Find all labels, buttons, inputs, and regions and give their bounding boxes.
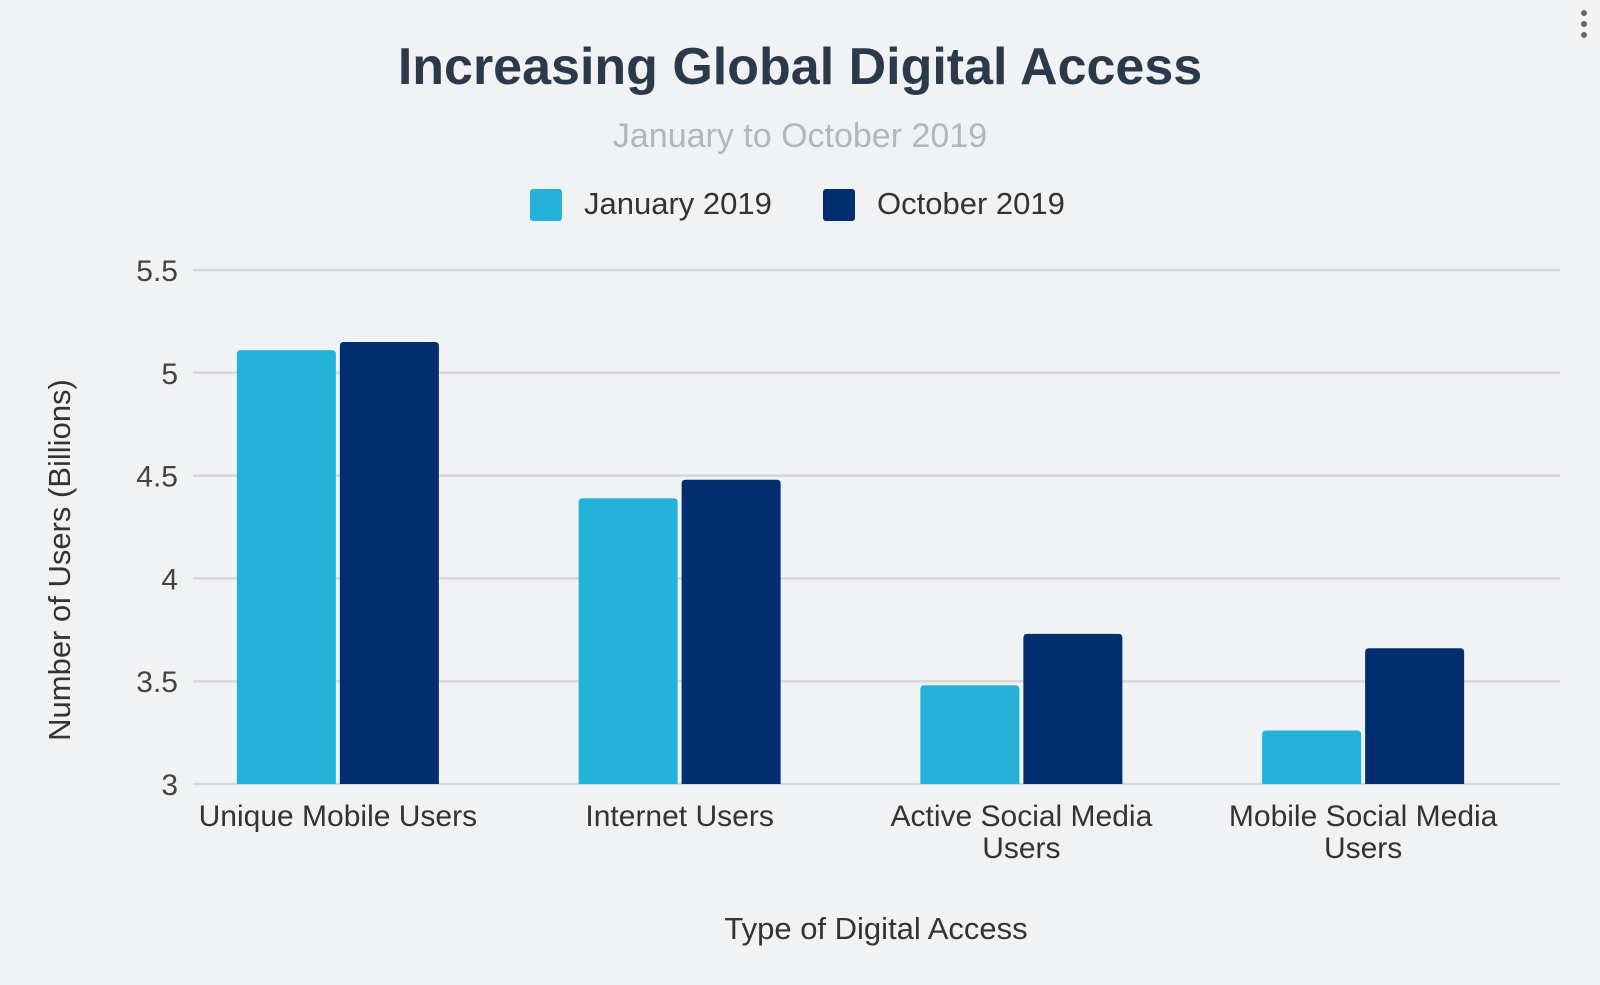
y-tick-label: 4 [161,563,178,596]
x-category-label: Unique Mobile Users [199,800,477,833]
legend-label[interactable]: October 2019 [877,186,1065,221]
y-axis-ticks: 3 3.5 4 4.5 5 5.5 [136,255,178,802]
legend-swatch [823,189,855,221]
bar[interactable] [578,498,678,784]
legend: January 2019 October 2019 [530,186,1065,221]
bar[interactable] [681,479,781,784]
chart-title: Increasing Global Digital Access [398,38,1202,96]
x-axis-categories: Unique Mobile Users Internet Users Active … [199,800,1498,865]
menu-dot [1581,10,1587,16]
y-tick-label: 3 [161,769,178,802]
y-axis-title: Number of Users (Billions) [42,379,77,741]
bar[interactable] [236,350,336,784]
bar[interactable] [1262,730,1362,784]
y-tick-label: 3.5 [136,666,178,699]
x-category-label: Users [1324,832,1402,865]
bars [236,341,1465,784]
x-category-label: Active Social Media [890,800,1152,833]
y-tick-label: 5.5 [136,255,178,288]
menu-dot [1581,32,1587,38]
bar[interactable] [920,685,1020,784]
x-category-label: Internet Users [585,800,773,833]
x-category-label: Mobile Social Media [1229,800,1498,833]
y-tick-label: 4.5 [136,461,178,494]
bar[interactable] [1365,648,1465,784]
bar[interactable] [1023,633,1123,784]
chart-subtitle: January to October 2019 [613,117,987,155]
x-category-label: Users [982,832,1060,865]
legend-label[interactable]: January 2019 [584,186,772,221]
bar[interactable] [339,341,439,784]
kebab-menu-icon[interactable] [1581,10,1591,46]
y-tick-label: 5 [161,358,178,391]
legend-swatch [530,189,562,221]
menu-dot [1581,21,1587,27]
x-axis-title: Type of Digital Access [724,911,1027,946]
